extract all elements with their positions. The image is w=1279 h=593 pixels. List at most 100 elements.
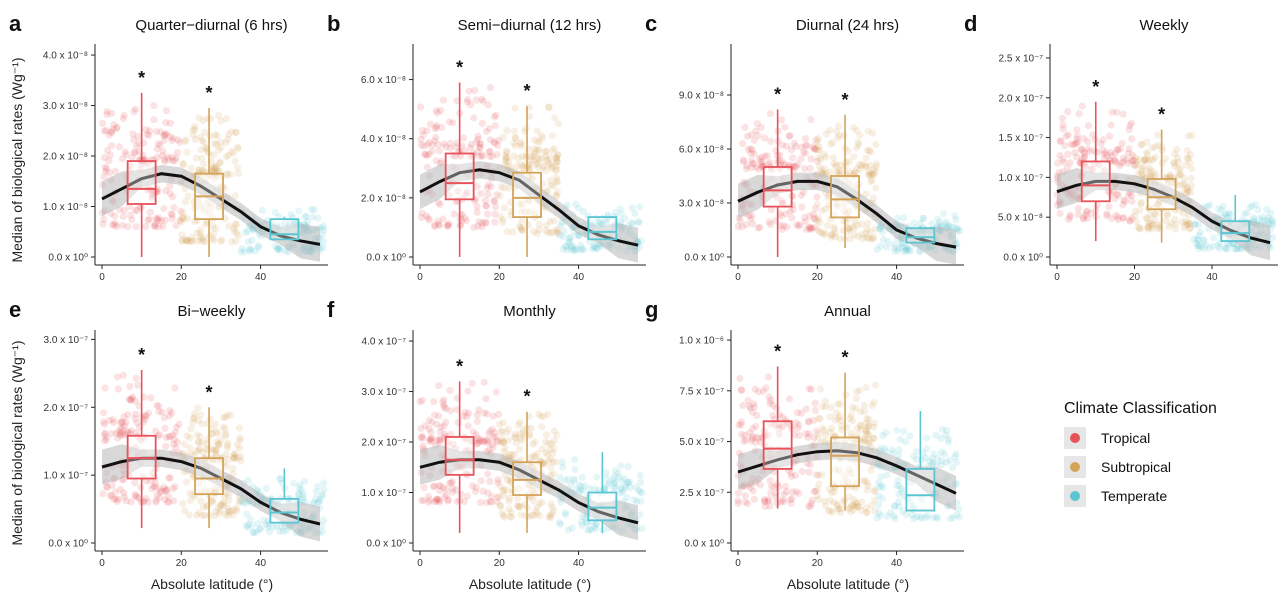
data-point xyxy=(420,142,428,150)
data-point xyxy=(236,497,244,505)
data-point xyxy=(320,222,328,230)
data-point xyxy=(108,220,116,228)
data-point xyxy=(168,211,176,219)
data-point xyxy=(831,229,839,237)
data-point xyxy=(476,140,484,148)
legend-title: Climate Classification xyxy=(1064,400,1217,417)
data-point xyxy=(1182,218,1190,226)
data-point xyxy=(1131,212,1139,220)
data-point xyxy=(1074,132,1082,140)
data-point xyxy=(130,136,138,144)
data-point xyxy=(565,238,573,246)
data-point xyxy=(530,136,539,144)
data-point xyxy=(168,215,176,223)
data-point xyxy=(616,217,625,225)
x-tick-label: 20 xyxy=(176,558,188,569)
data-point xyxy=(1146,167,1154,175)
data-point xyxy=(237,457,245,465)
data-point xyxy=(476,143,484,151)
data-point xyxy=(1105,202,1113,211)
x-tick-label: 0 xyxy=(735,558,741,569)
data-point xyxy=(560,233,568,241)
data-point xyxy=(530,228,538,236)
data-point xyxy=(1148,222,1156,230)
data-point xyxy=(535,147,543,155)
data-point xyxy=(160,132,168,140)
data-point xyxy=(185,511,193,519)
data-point xyxy=(570,247,578,255)
data-point xyxy=(464,387,472,395)
data-point xyxy=(247,245,255,253)
data-point xyxy=(1195,244,1203,253)
data-point xyxy=(754,224,762,232)
data-point xyxy=(840,206,848,215)
data-point xyxy=(214,504,222,512)
data-point xyxy=(866,228,874,236)
data-point xyxy=(571,456,579,464)
data-point xyxy=(201,128,209,136)
panel-title-f: Monthly xyxy=(503,303,556,320)
data-point xyxy=(217,500,225,508)
data-point xyxy=(181,137,189,146)
data-point xyxy=(100,154,109,162)
data-point xyxy=(189,415,198,423)
data-point xyxy=(553,178,561,186)
data-point xyxy=(1085,148,1094,156)
data-point xyxy=(1127,119,1135,127)
data-point xyxy=(144,409,152,417)
data-point xyxy=(734,489,742,497)
data-point xyxy=(187,425,195,433)
data-point xyxy=(787,146,796,154)
data-point xyxy=(833,134,842,142)
data-point xyxy=(224,439,232,447)
y-tick-label: 3.0 x 10⁻⁷ xyxy=(44,335,89,346)
data-point xyxy=(106,151,114,159)
data-point xyxy=(864,234,873,242)
data-point xyxy=(1080,153,1089,161)
data-point xyxy=(179,209,187,217)
data-point xyxy=(507,508,515,517)
data-point xyxy=(830,159,838,168)
data-point xyxy=(865,147,873,155)
data-point xyxy=(815,154,823,162)
data-point xyxy=(1180,224,1188,232)
data-point xyxy=(500,513,508,521)
data-point xyxy=(154,217,162,225)
y-tick-label: 2.5 x 10⁻⁷ xyxy=(999,53,1044,64)
data-point xyxy=(462,190,470,198)
data-point xyxy=(1121,197,1129,205)
data-point xyxy=(443,222,452,230)
data-point xyxy=(115,143,123,151)
data-point xyxy=(553,158,561,166)
data-point xyxy=(1103,210,1111,218)
box-subtropical xyxy=(830,436,860,488)
data-point xyxy=(547,164,556,172)
data-point xyxy=(837,505,845,513)
data-point xyxy=(165,412,173,420)
data-point xyxy=(1154,200,1162,208)
data-point xyxy=(827,403,835,411)
data-point xyxy=(111,219,119,227)
data-point xyxy=(212,428,221,436)
data-point xyxy=(155,402,163,410)
data-point xyxy=(476,140,484,148)
data-point xyxy=(871,225,879,233)
data-point xyxy=(141,415,149,423)
data-point xyxy=(164,153,172,161)
x-tick-label: 40 xyxy=(255,272,267,283)
data-point xyxy=(142,494,150,503)
data-point xyxy=(813,216,822,224)
data-point xyxy=(538,423,546,431)
data-point xyxy=(1186,151,1194,159)
data-point xyxy=(1214,242,1222,250)
data-point xyxy=(492,111,500,119)
data-point xyxy=(454,419,462,427)
data-point xyxy=(212,164,221,172)
data-point xyxy=(830,223,838,231)
data-point xyxy=(867,169,875,178)
data-point xyxy=(194,166,202,174)
data-point xyxy=(593,473,601,481)
data-point xyxy=(516,418,524,426)
data-point xyxy=(201,487,209,495)
data-point xyxy=(237,248,245,256)
